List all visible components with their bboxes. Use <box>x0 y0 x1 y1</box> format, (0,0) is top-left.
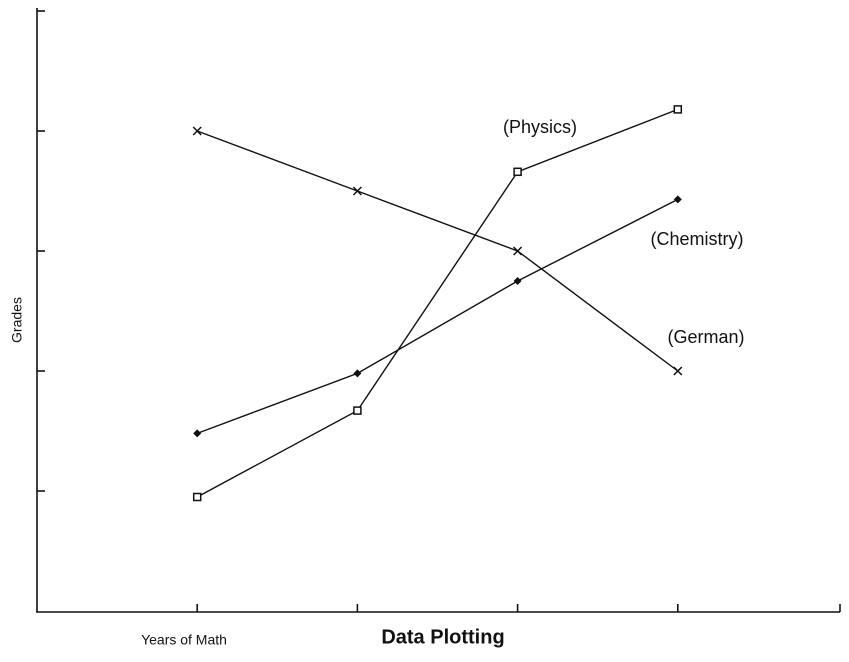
point <box>353 406 362 415</box>
point <box>673 195 682 204</box>
annotation: (German) <box>667 327 744 347</box>
x-axis-label: Years of Math <box>141 632 227 648</box>
series-line <box>196 198 679 435</box>
point <box>352 186 362 196</box>
point <box>513 167 522 177</box>
series-line <box>196 130 679 372</box>
y-axis-label: Grades <box>9 297 25 343</box>
point <box>192 492 202 502</box>
point <box>673 366 683 376</box>
point <box>513 277 522 285</box>
annotation: (Chemistry) <box>651 229 744 249</box>
point <box>192 126 202 136</box>
annotation: (Physics) <box>503 117 577 137</box>
series-line <box>196 108 679 498</box>
chart-title: Data Plotting <box>381 626 504 648</box>
point <box>353 369 362 378</box>
point <box>673 105 683 114</box>
point <box>513 246 523 256</box>
point <box>193 429 202 438</box>
